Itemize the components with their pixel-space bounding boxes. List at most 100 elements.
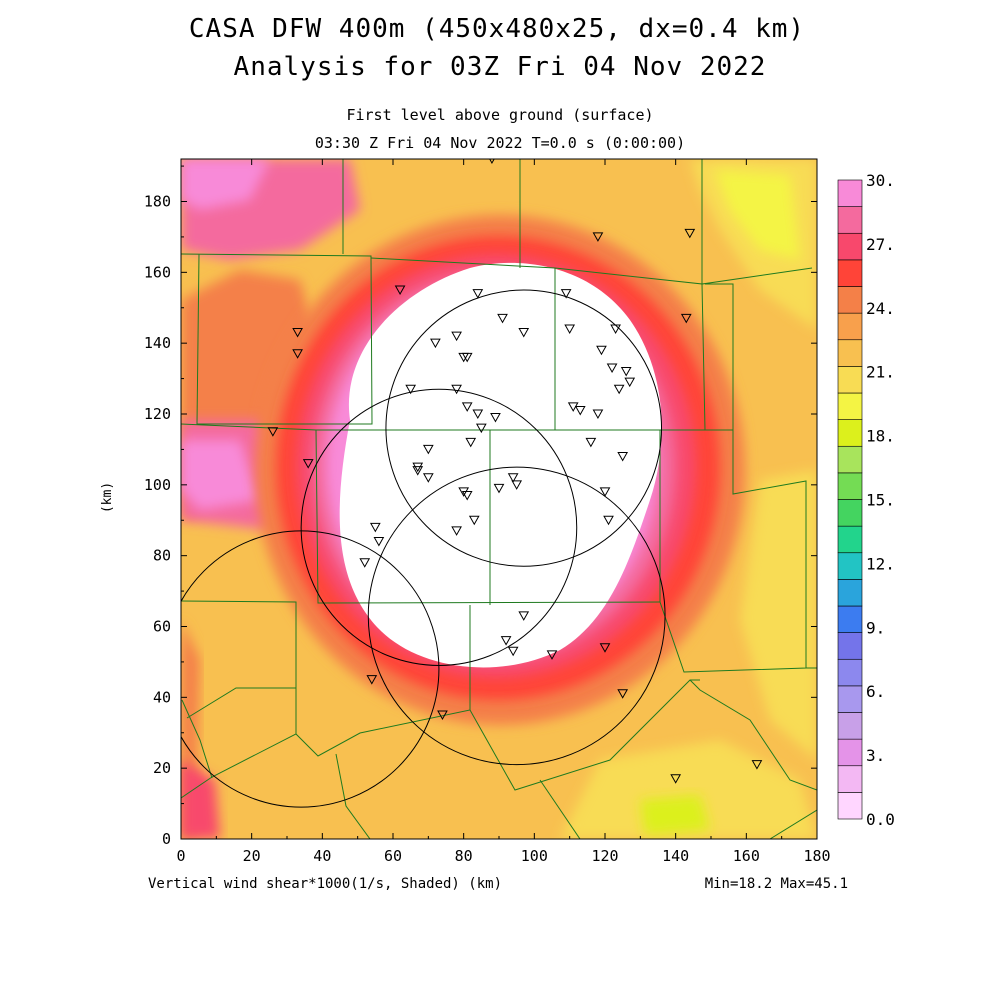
x-tick-label: 40 [313, 847, 331, 865]
station-marker [751, 760, 763, 770]
colorbar-label: 0.0 [866, 810, 895, 829]
shear-field [181, 159, 817, 839]
station-marker [620, 367, 632, 377]
station-marker [475, 423, 487, 434]
station-marker [292, 349, 303, 359]
colorbar-swatch [837, 286, 863, 314]
colorbar-swatch [837, 792, 863, 820]
variable-label: Vertical wind shear*1000(1/s, Shaded) (k… [148, 876, 503, 892]
station-marker [500, 636, 512, 646]
station-marker [606, 363, 618, 373]
colorbar-swatch [837, 259, 863, 287]
station-marker [292, 328, 303, 338]
y-tick-label: 160 [144, 263, 171, 281]
y-tick-label: 180 [144, 193, 171, 211]
colorbar-label: 3. [866, 746, 885, 765]
station-marker [560, 289, 572, 299]
station-marker [596, 345, 607, 356]
colorbar-swatch [837, 552, 863, 580]
x-tick-label: 100 [521, 847, 548, 865]
station-marker [599, 487, 611, 497]
station-marker [451, 331, 462, 342]
colorbar-swatch [837, 445, 863, 474]
level-subtitle: First level above ground (surface) [346, 106, 654, 124]
station-marker [613, 384, 625, 395]
colorbar-swatch [837, 712, 863, 740]
station-marker [603, 515, 614, 526]
range-ring-3 [367, 466, 666, 766]
station-markers [267, 159, 763, 784]
station-marker [490, 413, 501, 423]
field-patch-magenta-w [181, 440, 260, 510]
colorbar-swatch [837, 579, 863, 607]
colorbar-swatch [837, 232, 863, 261]
y-tick-label: 120 [144, 405, 171, 423]
field-patch-yellow-e [740, 470, 817, 760]
chart-title-line2: Analysis for 03Z Fri 04 Nov 2022 [233, 52, 767, 82]
colorbar-swatch [837, 339, 863, 367]
colorbar: 0.0 3. 6. 9. 12. 15. 18. 21. 24. 27. 30. [837, 171, 895, 829]
colorbar-label: 9. [866, 618, 885, 637]
station-marker [592, 232, 604, 242]
station-marker [412, 466, 424, 476]
colorbar-swatch [837, 685, 863, 713]
x-tick-label: 20 [243, 847, 261, 865]
station-marker [507, 646, 519, 657]
station-marker [546, 650, 558, 660]
core-max-region [339, 262, 662, 668]
station-marker [624, 377, 636, 388]
station-marker [422, 444, 434, 455]
station-marker [422, 473, 434, 483]
y-tick-label: 40 [153, 688, 171, 706]
y-axis-label: (km) [100, 481, 116, 514]
station-marker [610, 324, 621, 335]
station-marker [437, 710, 448, 721]
colorbar-swatch [837, 472, 863, 500]
range-ring-4 [181, 530, 440, 808]
time-subtitle: 03:30 Z Fri 04 Nov 2022 T=0.0 s (0:00:00… [314, 134, 686, 152]
station-marker [497, 313, 508, 324]
colorbar-swatch [837, 392, 863, 420]
y-tick-label: 0 [162, 830, 171, 848]
station-marker [567, 402, 579, 412]
y-tick-label: 140 [144, 334, 171, 352]
axes: 0 20 40 60 80 100 120 140 160 180 0 20 40 60 80 100 120 1… [144, 159, 831, 865]
x-tick-label: 120 [591, 847, 618, 865]
field-patch-yellow-ne-inner [715, 170, 800, 260]
colorbar-label: 12. [866, 554, 895, 573]
min-max-label: Min=18.2 Max=45.1 [704, 876, 848, 892]
station-marker [405, 384, 417, 395]
station-marker [430, 338, 441, 349]
station-marker [394, 285, 406, 296]
field-patch-yellow-se [560, 740, 817, 839]
x-tick-label: 160 [733, 847, 760, 865]
field-patch-green-se [640, 795, 710, 835]
station-marker [585, 437, 597, 448]
station-marker [451, 526, 462, 536]
field-patch-red-sw [181, 760, 220, 839]
station-marker [302, 459, 314, 469]
colorbar-label: 24. [866, 299, 895, 318]
colorbar-swatch [837, 525, 863, 554]
x-tick-label: 140 [662, 847, 689, 865]
station-marker [670, 774, 682, 784]
station-marker [617, 689, 629, 699]
station-marker [518, 611, 530, 621]
station-marker [465, 437, 477, 448]
chart-title-line1: CASA DFW 400m (450x480x25, dx=0.4 km) [188, 14, 806, 44]
y-tick-label: 100 [144, 476, 171, 494]
station-marker [680, 313, 692, 324]
station-marker [461, 402, 473, 412]
colorbar-label: 6. [866, 682, 885, 701]
colorbar-swatch [837, 419, 863, 447]
station-marker [451, 384, 462, 395]
colorbar-label: 21. [866, 363, 895, 382]
colorbar-swatch [837, 366, 863, 394]
colorbar-swatch [837, 179, 863, 207]
y-tick-label: 20 [153, 759, 171, 777]
station-marker [564, 324, 576, 335]
colorbar-swatch [837, 206, 863, 234]
y-tick-label: 80 [153, 547, 171, 565]
colorbar-label: 15. [866, 491, 895, 510]
